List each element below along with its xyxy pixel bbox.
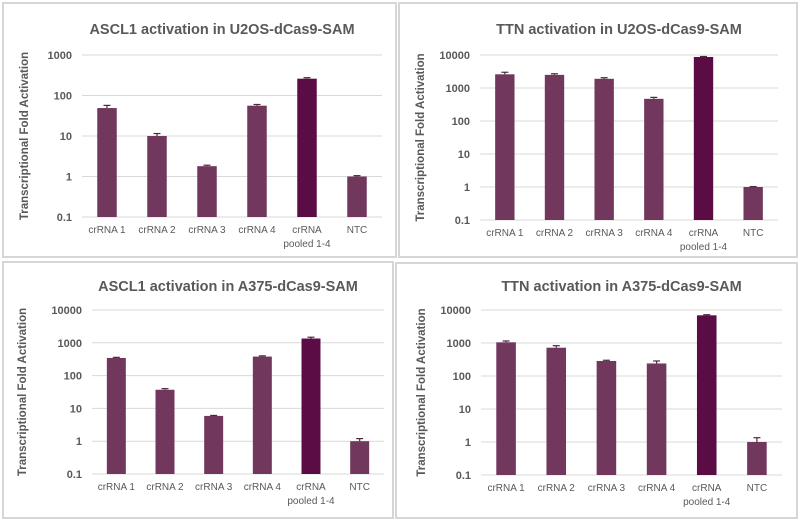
bar: [147, 136, 167, 217]
y-tick-label: 100: [452, 116, 470, 128]
bar: [197, 166, 217, 217]
chart-svg: ASCL1 activation in U2OS-dCas9-SAM Transc…: [19, 22, 382, 250]
y-tick-label: 10000: [439, 50, 470, 62]
y-tick-label: 10000: [51, 305, 82, 317]
y-axis-label: Transcriptional Fold Activation: [415, 53, 427, 221]
bar: [496, 342, 516, 475]
chart-svg: ASCL1 activation in A375-dCas9-SAM Transc…: [17, 279, 384, 507]
x-tick-label: crRNA 2: [538, 483, 576, 494]
bar: [252, 356, 272, 474]
x-tick-label: crRNA: [689, 228, 719, 239]
y-axis-label: Transcriptional Fold Activation: [19, 52, 31, 220]
y-tick-label: 10: [459, 404, 471, 416]
x-tick-label: crRNA 2: [138, 225, 176, 236]
chart-title: TTN activation in U2OS-dCas9-SAM: [496, 22, 742, 38]
y-tick-label: 100: [453, 371, 471, 383]
y-tick-label: 10: [70, 403, 82, 415]
chart-title: ASCL1 activation in U2OS-dCas9-SAM: [89, 22, 354, 38]
x-tick-label: crRNA 4: [635, 228, 673, 239]
x-tick-label: crRNA 4: [244, 482, 282, 493]
x-tick-label: NTC: [747, 483, 768, 494]
bar: [646, 363, 667, 475]
x-tick-label: crRNA: [292, 225, 322, 236]
x-tick-label: crRNA 3: [188, 225, 226, 236]
y-tick-label: 0.1: [57, 212, 72, 224]
y-tick-label: 100: [64, 371, 82, 383]
chart-panel-ascl1-u2os: ASCL1 activation in U2OS-dCas9-SAM Transc…: [2, 2, 397, 258]
y-tick-label: 0.1: [67, 469, 82, 481]
x-tick-label: crRNA 3: [586, 228, 624, 239]
x-tick-label: crRNA 4: [238, 225, 276, 236]
x-tick-label: crRNA 1: [88, 225, 126, 236]
bar: [596, 360, 617, 475]
x-tick-label: crRNA: [296, 482, 326, 493]
y-axis-label: Transcriptional Fold Activation: [416, 308, 428, 476]
y-tick-label: 0.1: [456, 470, 471, 482]
chart-title: ASCL1 activation in A375-dCas9-SAM: [98, 279, 358, 295]
x-tick-label: crRNA: [692, 483, 722, 494]
bar: [594, 78, 614, 220]
x-tick-label: crRNA 1: [487, 483, 525, 494]
x-tick-label: pooled 1-4: [287, 496, 335, 507]
bar: [106, 357, 126, 474]
bar: [247, 105, 267, 217]
bar: [204, 415, 224, 474]
chart-panel-ttn-u2os: TTN activation in U2OS-dCas9-SAM Transcri…: [398, 2, 798, 258]
y-tick-label: 1000: [58, 338, 82, 350]
bar: [97, 108, 117, 217]
y-tick-label: 100: [54, 91, 72, 103]
x-tick-label: crRNA 3: [195, 482, 233, 493]
y-tick-label: 1: [66, 172, 72, 184]
x-tick-label: pooled 1-4: [283, 239, 331, 250]
x-tick-label: NTC: [349, 482, 370, 493]
y-tick-label: 1000: [447, 338, 471, 350]
bar: [544, 74, 565, 220]
bar: [696, 315, 717, 475]
y-tick-label: 1: [465, 437, 471, 449]
bar: [301, 338, 321, 474]
chart-panel-ascl1-a375: ASCL1 activation in A375-dCas9-SAM Transc…: [2, 261, 394, 519]
y-tick-label: 1: [76, 436, 82, 448]
chart-title: TTN activation in A375-dCas9-SAM: [501, 279, 741, 295]
y-tick-label: 10000: [440, 305, 471, 317]
bar: [743, 187, 763, 220]
bar: [693, 56, 714, 220]
bar: [155, 389, 175, 474]
x-tick-label: NTC: [347, 225, 368, 236]
y-tick-label: 0.1: [455, 215, 470, 227]
bar: [495, 74, 515, 220]
chart-svg: TTN activation in U2OS-dCas9-SAM Transcri…: [415, 22, 778, 253]
bar: [350, 441, 370, 474]
y-tick-label: 1: [464, 182, 470, 194]
bar: [297, 78, 317, 218]
bar: [546, 347, 567, 475]
x-tick-label: pooled 1-4: [680, 242, 728, 253]
x-tick-label: pooled 1-4: [683, 497, 731, 508]
x-tick-label: crRNA 4: [638, 483, 676, 494]
x-tick-label: crRNA 2: [146, 482, 184, 493]
y-tick-label: 1000: [48, 50, 72, 62]
x-tick-label: NTC: [743, 228, 764, 239]
x-tick-label: crRNA 2: [536, 228, 574, 239]
y-axis-label: Transcriptional Fold Activation: [17, 308, 29, 476]
x-tick-label: crRNA 3: [588, 483, 626, 494]
bar: [747, 442, 767, 475]
chart-panel-ttn-a375: TTN activation in A375-dCas9-SAM Transcri…: [395, 262, 798, 519]
bar: [644, 98, 664, 220]
bar: [347, 176, 367, 217]
x-tick-label: crRNA 1: [98, 482, 136, 493]
x-tick-label: crRNA 1: [486, 228, 524, 239]
y-tick-label: 1000: [446, 83, 470, 95]
y-tick-label: 10: [60, 131, 72, 143]
y-tick-label: 10: [458, 149, 470, 161]
chart-svg: TTN activation in A375-dCas9-SAM Transcri…: [416, 279, 782, 508]
